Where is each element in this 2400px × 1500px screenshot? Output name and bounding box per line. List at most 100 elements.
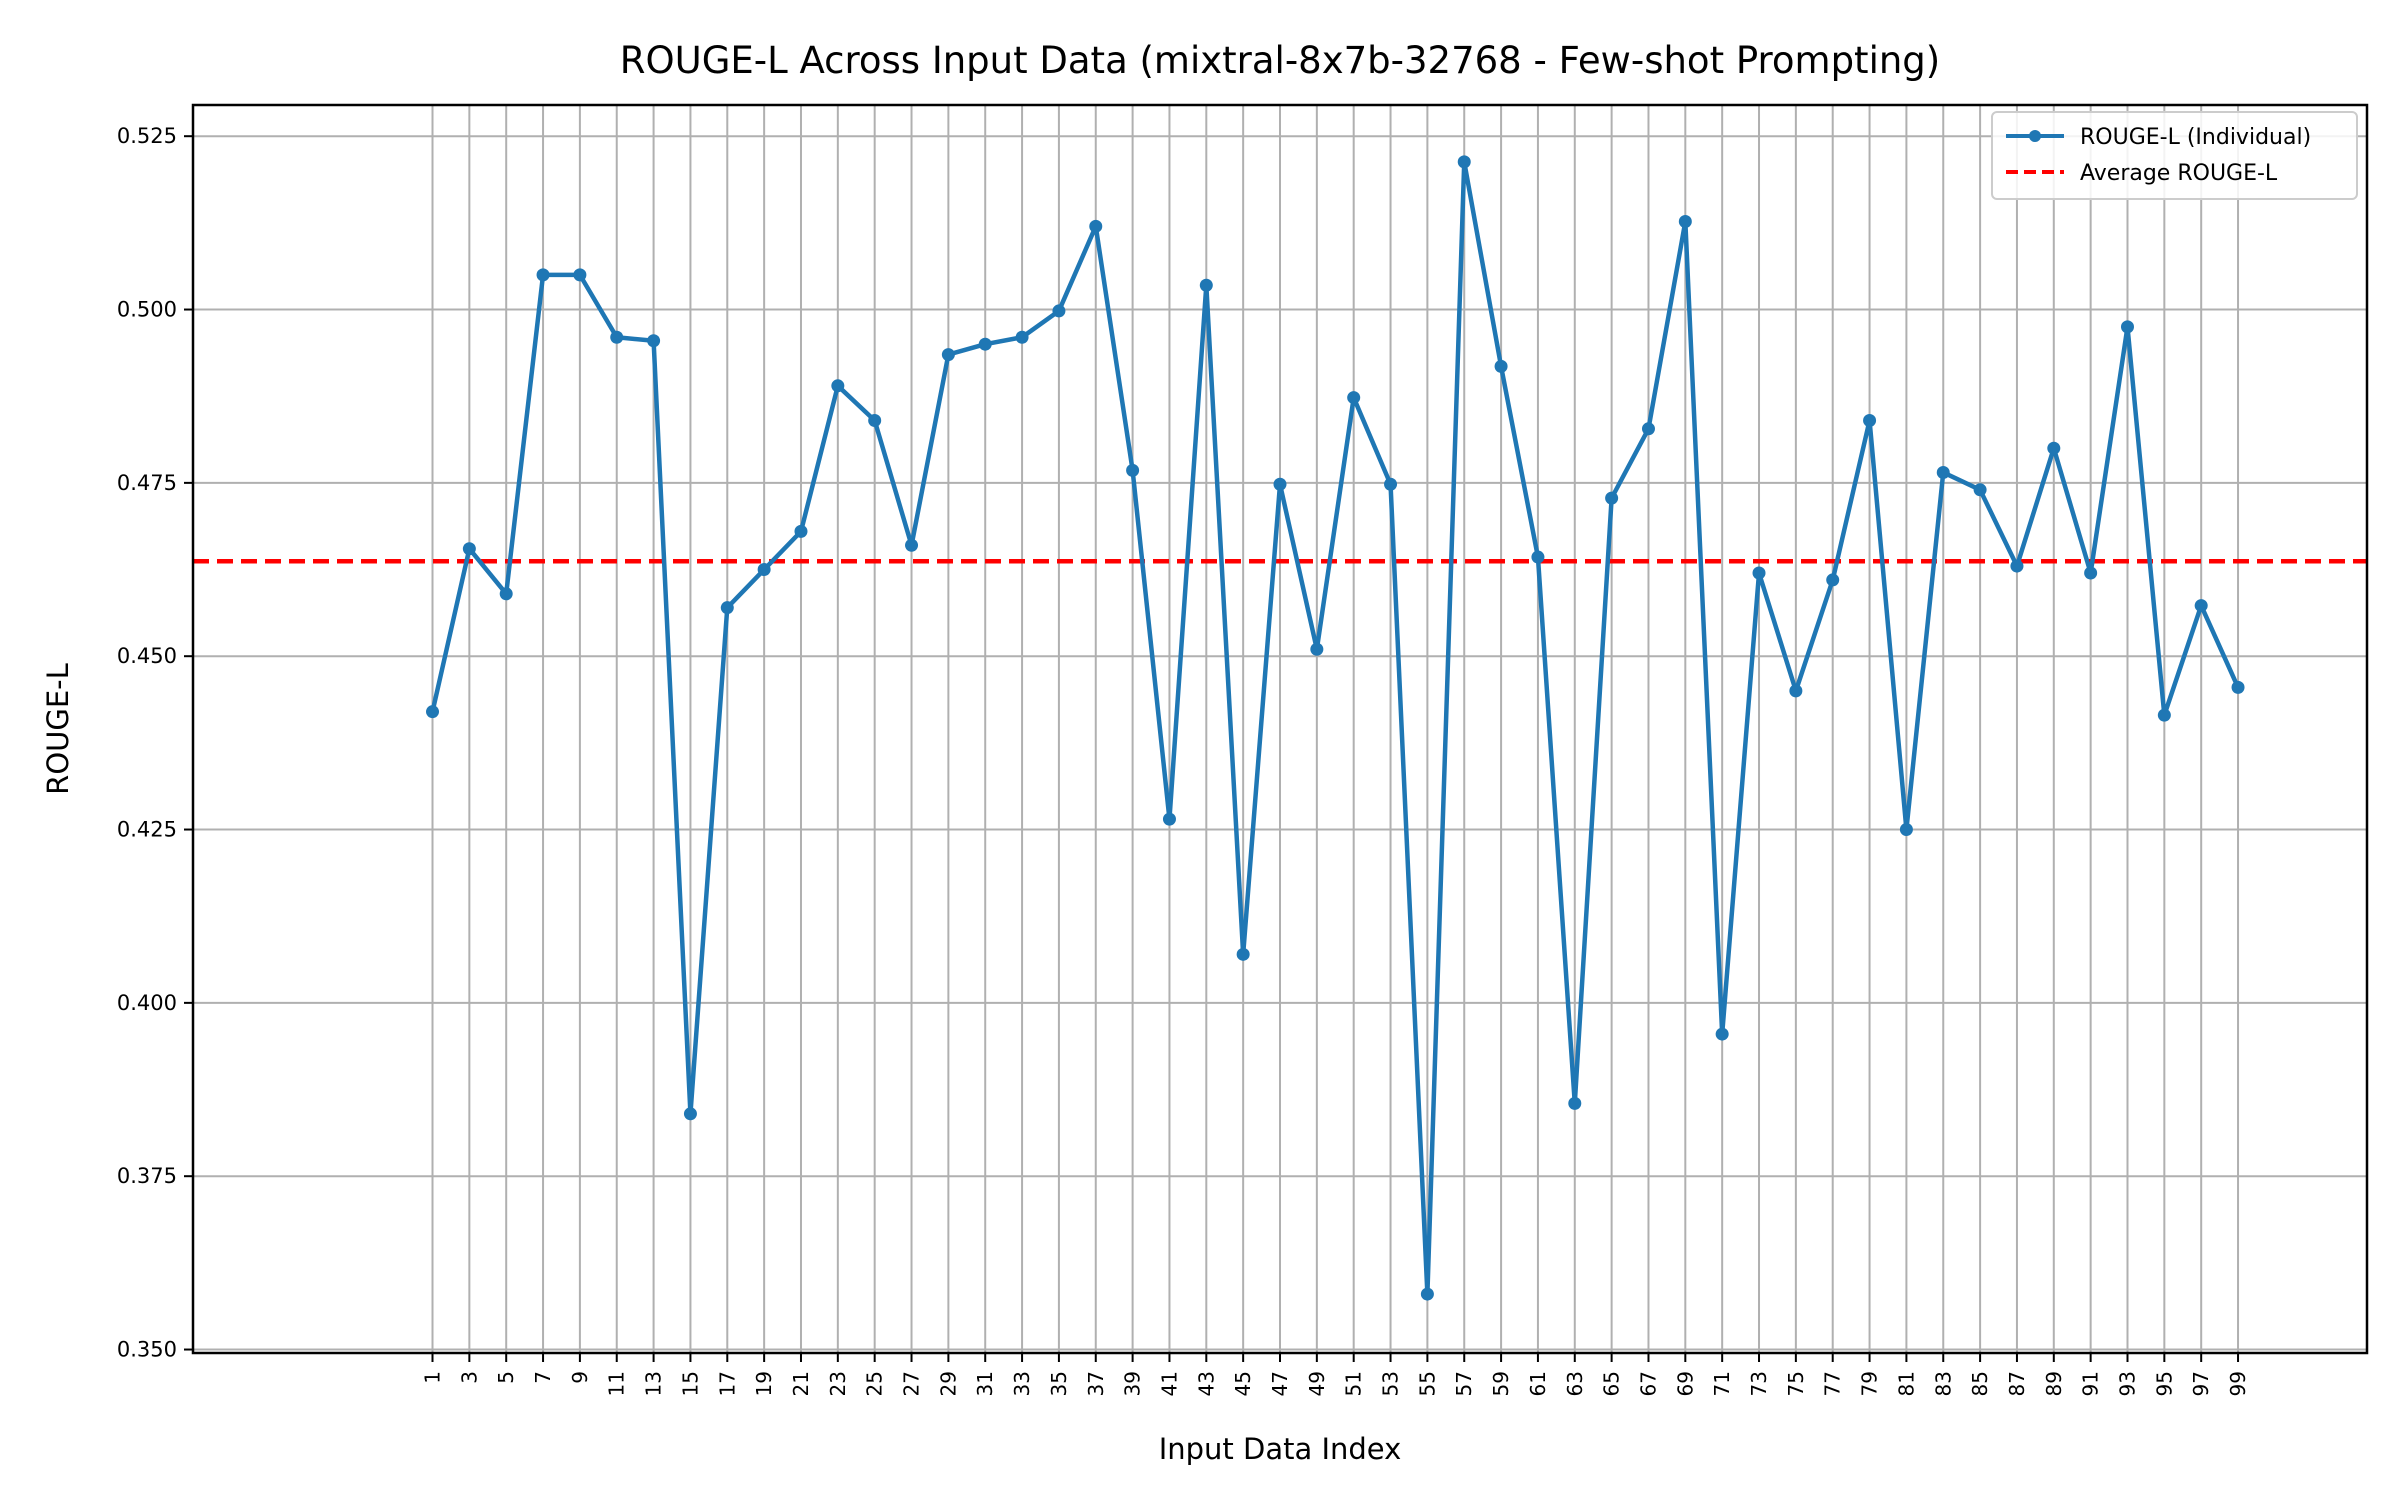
x-tick-label: 79 [1858, 1371, 1882, 1396]
x-tick-label: 91 [2079, 1371, 2103, 1396]
x-tick-label: 81 [1894, 1371, 1918, 1396]
x-tick-label: 35 [1047, 1371, 1071, 1396]
data-point [978, 337, 992, 351]
legend-label-individual: ROUGE-L (Individual) [2080, 125, 2311, 150]
data-point [1494, 359, 1508, 373]
x-tick-label: 63 [1563, 1371, 1587, 1396]
x-tick-label: 13 [642, 1371, 666, 1396]
data-point [1199, 278, 1213, 292]
x-tick-label: 83 [1931, 1371, 1955, 1396]
data-point [1162, 812, 1176, 826]
data-point [573, 268, 587, 282]
data-point [610, 330, 624, 344]
x-axis-label: Input Data Index [1159, 1432, 1402, 1466]
data-point [757, 563, 771, 577]
x-tick-label: 65 [1600, 1371, 1624, 1396]
x-tick-label: 59 [1489, 1371, 1513, 1396]
x-tick-label: 99 [2226, 1371, 2250, 1396]
x-tick-label: 57 [1452, 1371, 1476, 1396]
data-point [2120, 320, 2134, 334]
data-point [1531, 550, 1545, 564]
y-tick-label: 0.500 [117, 298, 177, 322]
data-point [426, 705, 440, 719]
x-tick-label: 45 [1231, 1371, 1255, 1396]
x-tick-label: 5 [494, 1371, 518, 1384]
x-tick-label: 37 [1084, 1371, 1108, 1396]
data-point [1015, 330, 1029, 344]
data-point [1641, 422, 1655, 436]
data-point [1863, 413, 1877, 427]
x-tick-label: 7 [531, 1371, 555, 1384]
y-tick-label: 0.525 [117, 124, 177, 148]
data-point [720, 601, 734, 615]
x-tick-label: 15 [678, 1371, 702, 1396]
x-tick-label: 39 [1121, 1371, 1145, 1396]
data-point [683, 1107, 697, 1121]
x-tick-label: 85 [1968, 1371, 1992, 1396]
data-point [794, 524, 808, 538]
data-point [1089, 219, 1103, 233]
data-point [1973, 483, 1987, 497]
x-tick-label: 3 [457, 1371, 481, 1384]
x-tick-label: 23 [826, 1371, 850, 1396]
y-tick-label: 0.400 [117, 991, 177, 1015]
data-point [1236, 947, 1250, 961]
x-tick-label: 21 [789, 1371, 813, 1396]
x-tick-label: 47 [1268, 1371, 1292, 1396]
y-tick-label: 0.350 [117, 1338, 177, 1362]
data-point [2231, 680, 2245, 694]
data-point [1273, 477, 1287, 491]
x-tick-label: 49 [1305, 1371, 1329, 1396]
data-point [462, 542, 476, 556]
x-tick-label: 41 [1157, 1371, 1181, 1396]
x-tick-label: 51 [1342, 1371, 1366, 1396]
data-point [2194, 599, 2208, 613]
y-tick-label: 0.475 [117, 471, 177, 495]
data-point [1752, 566, 1766, 580]
x-tick-label: 67 [1636, 1371, 1660, 1396]
x-tick-label: 53 [1379, 1371, 1403, 1396]
series-line-individual [430, 159, 2241, 1297]
x-tick-label: 75 [1784, 1371, 1808, 1396]
x-tick-label: 33 [1010, 1371, 1034, 1396]
data-point [536, 268, 550, 282]
data-point [2084, 566, 2098, 580]
x-tick-label: 93 [2115, 1371, 2139, 1396]
x-axis-ticks: 1 3 5 7 9 11 13 15 17 19 21 23 25 27 29 31 33 35 37 39 41 43 4… [421, 1353, 2250, 1396]
data-point [1420, 1287, 1434, 1301]
chart-title: ROUGE-L Across Input Data (mixtral-8x7b-… [620, 39, 1940, 82]
x-tick-label: 89 [2042, 1371, 2066, 1396]
x-tick-label: 55 [1415, 1371, 1439, 1396]
data-point [1715, 1027, 1729, 1041]
x-tick-label: 1 [421, 1371, 445, 1384]
legend: ROUGE-L (Individual) Average ROUGE-L [1991, 111, 2358, 200]
data-point [1936, 465, 1950, 479]
data-point [831, 379, 845, 393]
x-tick-label: 31 [973, 1371, 997, 1396]
data-point [1457, 155, 1471, 169]
x-tick-label: 69 [1673, 1371, 1697, 1396]
data-point [2010, 559, 2024, 573]
data-point [905, 538, 919, 552]
data-point [499, 587, 513, 601]
data-point [1605, 491, 1619, 505]
legend-label-average: Average ROUGE-L [2080, 161, 2278, 186]
data-point [941, 348, 955, 362]
y-tick-label: 0.375 [117, 1164, 177, 1188]
x-tick-label: 61 [1526, 1371, 1550, 1396]
data-point [1678, 214, 1692, 228]
data-point [1347, 391, 1361, 405]
y-tick-label: 0.425 [117, 818, 177, 842]
data-point [647, 334, 661, 348]
data-point [1126, 463, 1140, 477]
y-tick-label: 0.450 [117, 644, 177, 668]
legend-box [1991, 111, 2358, 200]
legend-marker-individual [2029, 130, 2041, 142]
data-point [1568, 1096, 1582, 1110]
x-tick-label: 29 [936, 1371, 960, 1396]
x-tick-label: 71 [1710, 1371, 1734, 1396]
series-layer [426, 155, 2245, 1301]
x-tick-label: 19 [752, 1371, 776, 1396]
y-axis-label: ROUGE-L [41, 663, 75, 795]
